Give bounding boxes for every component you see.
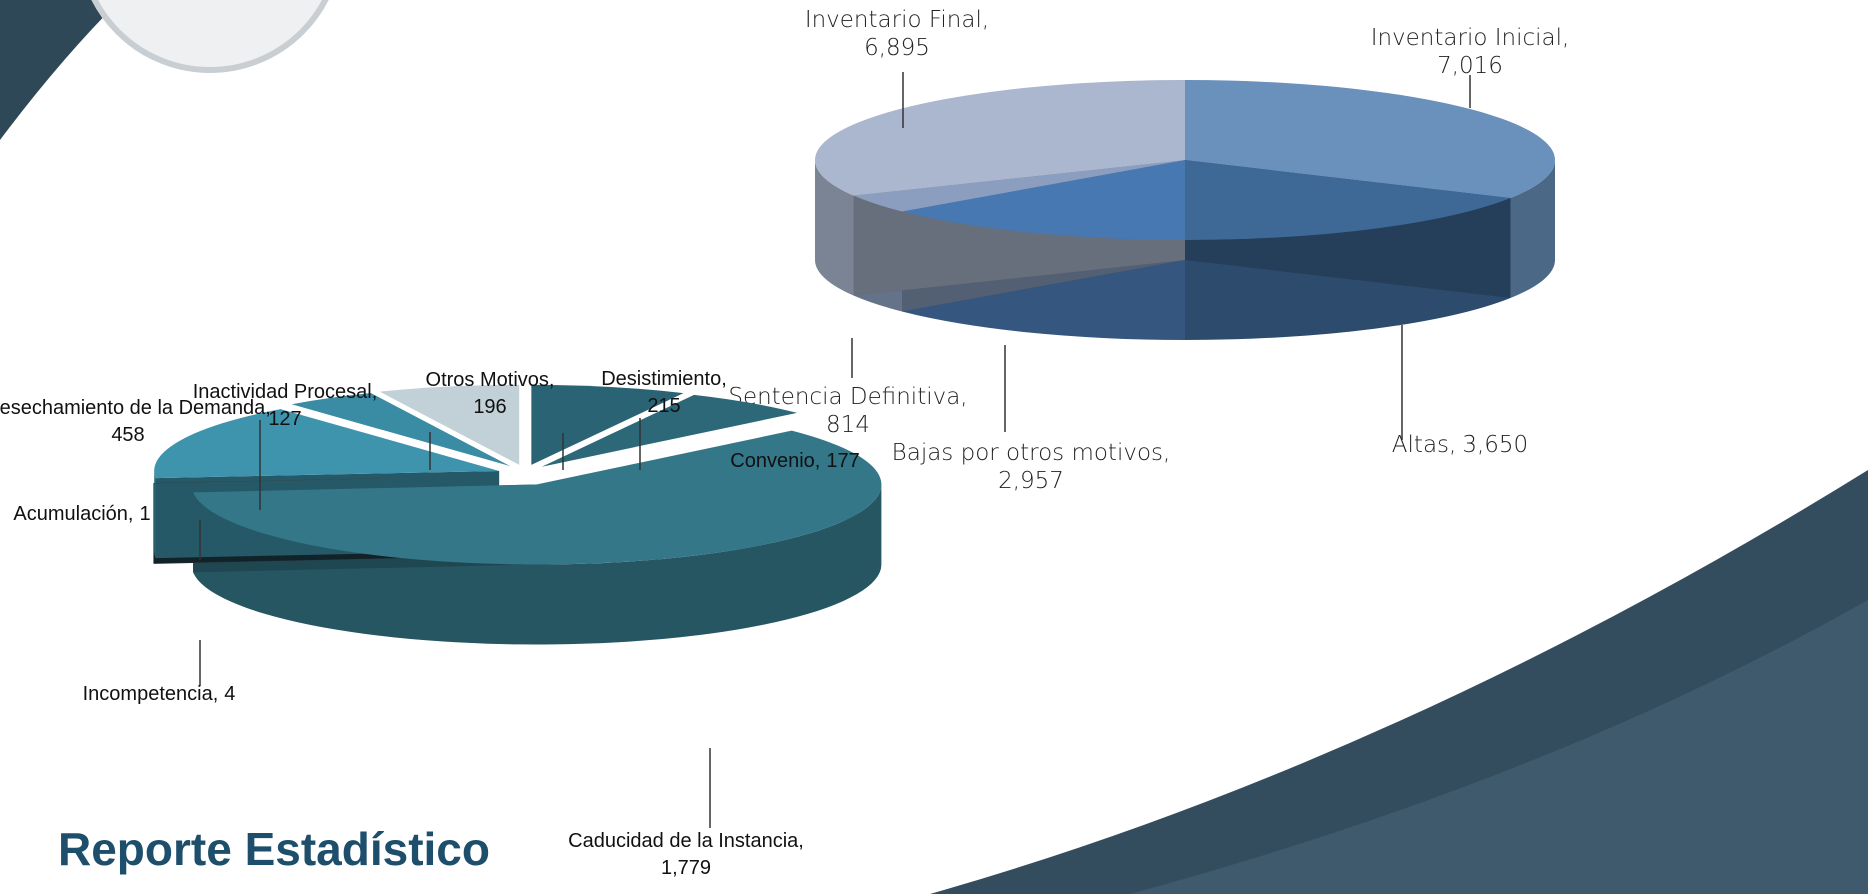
- label-value: 127: [268, 408, 301, 430]
- label-value: 814: [826, 412, 870, 438]
- data-label: Caducidad de la Instancia, 1,779: [568, 830, 804, 879]
- label-value: 1: [139, 503, 150, 525]
- label-value: 2,957: [998, 468, 1064, 494]
- label-value: 177: [826, 450, 859, 472]
- label-category: Convenio,: [730, 450, 820, 472]
- data-label: Incompetencia,4: [83, 683, 236, 705]
- label-category: Desistimiento,: [601, 368, 727, 390]
- label-category: Acumulación,: [13, 503, 133, 525]
- label-value: 6,895: [864, 35, 930, 61]
- data-label: Bajas por otros motivos,2,957: [892, 440, 1171, 494]
- label-category: Inventario Final,: [805, 7, 989, 33]
- label-value: 3,650: [1462, 432, 1528, 458]
- slice-tops: [815, 80, 1555, 240]
- decor-stripe: [0, 0, 120, 140]
- data-label: Inventario Final,6,895: [805, 7, 989, 61]
- label-value: 7,016: [1437, 53, 1503, 79]
- report-title: Reporte Estadístico: [58, 823, 490, 875]
- label-value: 196: [473, 396, 506, 418]
- label-value: 1,779: [661, 857, 711, 879]
- label-category: Altas,: [1392, 432, 1457, 458]
- data-label: Convenio, 177: [730, 450, 859, 472]
- logo: [80, 0, 340, 70]
- data-label: Inventario Inicial,7,016: [1371, 25, 1570, 79]
- label-category: Inactividad Procesal,: [193, 381, 378, 403]
- data-label: Altas,3,650: [1392, 432, 1528, 458]
- data-label: Acumulación, 1: [13, 503, 150, 525]
- label-value: 4: [224, 683, 235, 705]
- label-category: Incompetencia,: [83, 683, 219, 705]
- slice-side: [154, 471, 155, 558]
- label-category: Bajas por otros motivos,: [892, 440, 1171, 466]
- label-category: Otros Motivos,: [426, 369, 555, 391]
- slide: Reporte Estadístico Inventario Inicial,7…: [0, 0, 1868, 894]
- label-value: 215: [647, 395, 680, 417]
- label-category: Caducidad de la Instancia,: [568, 830, 804, 852]
- label-category: Inventario Inicial,: [1371, 25, 1570, 51]
- label-value: 458: [111, 424, 144, 446]
